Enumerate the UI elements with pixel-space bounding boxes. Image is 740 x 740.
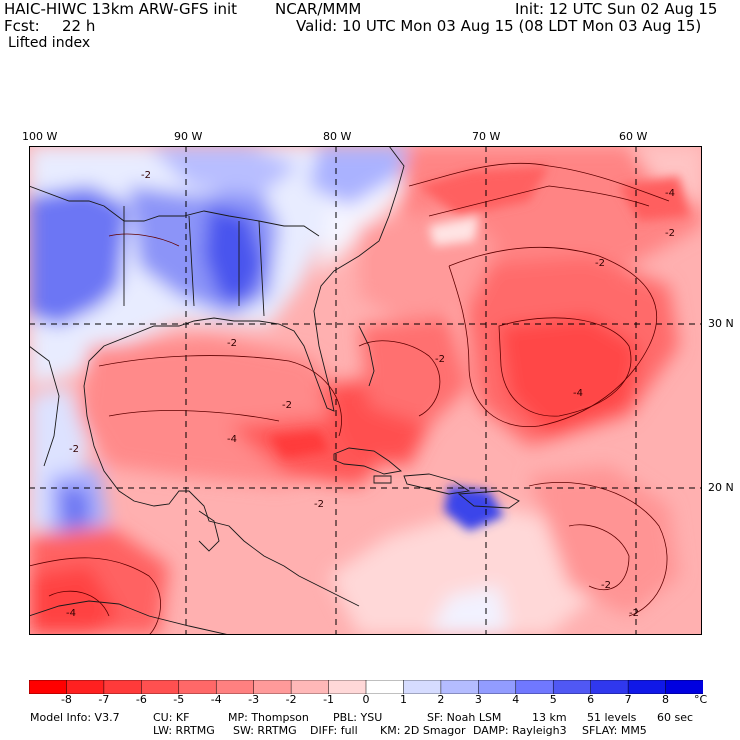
colorbar-tick-label: 4: [512, 693, 520, 706]
colorbar-segment: [365, 680, 405, 694]
init-time: Init: 12 UTC Sun 02 Aug 15: [515, 0, 718, 18]
colorbar-segment: [478, 680, 517, 694]
graticule: [29, 146, 702, 635]
contour-label: -2: [435, 354, 445, 365]
colorbar-tick-label: -5: [173, 693, 185, 706]
lifted-index-map: -2 -2 -2 -2 -4 -2 -4 -2 -4 -2 -2 -2 -4 -…: [29, 146, 702, 635]
model-info-lw: LW: RRTMG: [153, 724, 215, 737]
colorbar-tick-label: 7: [624, 693, 632, 706]
colorbar-segment: [253, 680, 292, 694]
contour-label: -4: [66, 608, 76, 619]
map-frame: [29, 146, 702, 635]
coastlines: [29, 146, 520, 635]
model-info-sf: SF: Noah LSM: [427, 711, 502, 724]
contour-label: -2: [595, 258, 605, 269]
colorbar-tick-label: -4: [210, 693, 222, 706]
colorbar: [29, 680, 703, 694]
model-title: HAIC-HIWC 13km ARW-GFS init: [4, 0, 238, 18]
contour-label: -2: [227, 338, 237, 349]
model-info-sflay: SFLAY: MM5: [582, 724, 647, 737]
contour-label: -2: [282, 400, 292, 411]
contour-label: -2: [141, 170, 151, 181]
lat-label-30n: 30 N: [708, 317, 734, 330]
model-info-resolution: 13 km: [532, 711, 567, 724]
colorbar-tick-label: -2: [285, 693, 297, 706]
colorbar-segment: [29, 680, 68, 694]
colorbar-segment: [178, 680, 217, 694]
lon-label-80w: 80 W: [323, 130, 352, 143]
model-info-cu: CU: KF: [153, 711, 190, 724]
model-info-km: KM: 2D Smagor: [380, 724, 466, 737]
contour-label: -2: [314, 499, 324, 510]
colorbar-segment: [665, 680, 703, 694]
contour-label: -2: [69, 444, 79, 455]
contour-label: -2: [629, 608, 639, 619]
field-detail: [269, 166, 689, 531]
model-info-pbl: PBL: YSU: [333, 711, 383, 724]
colorbar-tick-label: 8: [662, 693, 670, 706]
model-info-levels: 51 levels: [587, 711, 637, 724]
colorbar-tick-label: -1: [323, 693, 335, 706]
colorbar-tick-label: 3: [474, 693, 482, 706]
contour-label: -4: [665, 188, 675, 199]
lon-label-100w: 100 W: [22, 130, 58, 143]
colorbar-tick-label: -6: [135, 693, 147, 706]
colorbar-segment: [440, 680, 480, 694]
colorbar-tick-label: -3: [248, 693, 260, 706]
model-info-diff: DIFF: full: [310, 724, 358, 737]
contour-label: -4: [573, 388, 583, 399]
model-info-version: Model Info: V3.7: [30, 711, 120, 724]
colorbar-tick-label: 2: [437, 693, 445, 706]
lon-label-60w: 60 W: [619, 130, 648, 143]
colorbar-segment: [66, 680, 105, 694]
colorbar-tick-label: 1: [399, 693, 407, 706]
colorbar-tick-label: 0: [362, 693, 370, 706]
field-name: Lifted index: [8, 35, 91, 51]
colorbar-segment: [328, 680, 367, 694]
model-info-damp: DAMP: Rayleigh3: [473, 724, 567, 737]
colorbar-segment: [627, 680, 667, 694]
lon-label-70w: 70 W: [472, 130, 501, 143]
lon-label-90w: 90 W: [174, 130, 203, 143]
contour-label: -2: [665, 228, 675, 239]
colorbar-segment: [141, 680, 180, 694]
colorbar-tick-label: -8: [60, 693, 72, 706]
colorbar-segment: [290, 680, 330, 694]
model-info-timestep: 60 sec: [657, 711, 694, 724]
org-label: NCAR/MMM: [275, 0, 362, 18]
colorbar-segment: [103, 680, 143, 694]
colorbar-segment: [590, 680, 629, 694]
model-info-sw: SW: RRTMG: [233, 724, 297, 737]
colorbar-unit: °C: [694, 693, 708, 706]
colorbar-tick-label: 6: [587, 693, 595, 706]
forecast-hour: 22 h: [62, 17, 96, 35]
lat-label-20n: 20 N: [708, 481, 734, 494]
colorbar-segment: [403, 680, 442, 694]
colorbar-tick-label: 5: [549, 693, 557, 706]
colorbar-segment: [215, 680, 255, 694]
contour-label: -2: [601, 580, 611, 591]
forecast-label: Fcst:: [4, 17, 40, 35]
colorbar-segment: [552, 680, 592, 694]
contour-label-group: -2 -2 -2 -2 -4 -2 -4 -2 -4 -2 -2 -2 -4 -…: [66, 170, 675, 619]
valid-time: Valid: 10 UTC Mon 03 Aug 15 (08 LDT Mon …: [296, 17, 702, 35]
contour-label: -4: [227, 434, 237, 445]
field-shading: [29, 146, 702, 635]
model-info-mp: MP: Thompson: [228, 711, 309, 724]
colorbar-segment: [515, 680, 554, 694]
contours: [29, 162, 670, 635]
colorbar-tick-label: -7: [98, 693, 110, 706]
